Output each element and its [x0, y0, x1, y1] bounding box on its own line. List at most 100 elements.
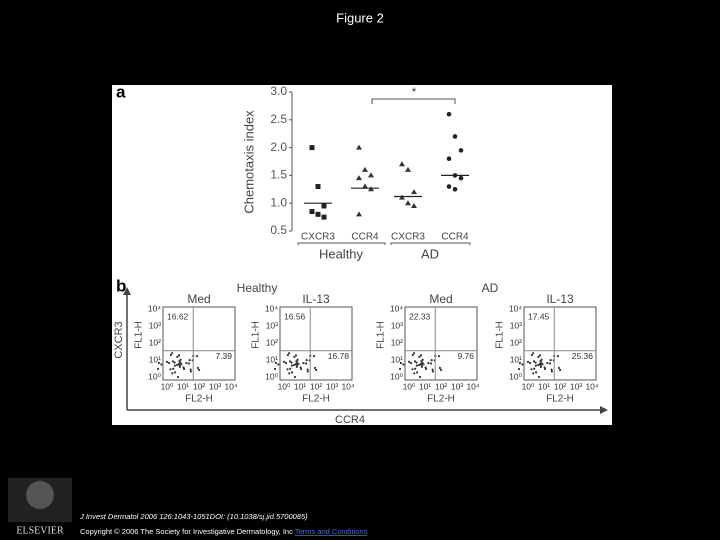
- plot-title: IL-13: [546, 292, 574, 306]
- axis-label: FL2-H: [185, 394, 213, 405]
- y-tick-label: 10²: [391, 337, 403, 347]
- cell-dot: [306, 368, 309, 371]
- cell-dot: [198, 368, 201, 372]
- cell-dot: [407, 360, 411, 363]
- cell-dot: [288, 372, 291, 375]
- axis-label: FL2-H: [546, 394, 574, 405]
- cell-dot: [288, 352, 291, 355]
- x-tick-label: 10⁴: [341, 381, 354, 391]
- data-point: [405, 166, 411, 172]
- x-tick-label: 10³: [326, 381, 338, 391]
- cell-dot: [421, 358, 424, 361]
- data-point: [399, 161, 405, 167]
- cell-dot: [440, 368, 443, 372]
- copyright: Copyright © 2006 The Society for Investi…: [80, 527, 368, 536]
- terms-link[interactable]: Terms and Conditions: [295, 527, 368, 536]
- cell-dot: [171, 360, 175, 363]
- data-point: [446, 111, 452, 117]
- cell-dot: [171, 352, 174, 355]
- cell-dot: [398, 367, 402, 371]
- data-point: [315, 184, 321, 190]
- cell-dot: [414, 367, 417, 370]
- cell-dot: [534, 364, 537, 367]
- data-point: [458, 175, 464, 181]
- y-tick-label: 1.0: [270, 195, 287, 209]
- axis-label: CCR4: [335, 414, 365, 426]
- arrow-head: [600, 406, 608, 414]
- cell-dot: [550, 368, 553, 371]
- cell-dot: [526, 360, 530, 363]
- data-point: [309, 209, 315, 215]
- cell-dot: [411, 368, 414, 371]
- cell-dot: [418, 355, 421, 358]
- cell-dot: [415, 371, 419, 374]
- y-tick-label: 10⁴: [509, 303, 522, 313]
- cell-dot: [420, 365, 423, 368]
- cell-dot: [286, 368, 289, 371]
- axis-label: FL2-H: [302, 394, 330, 405]
- y-tick-label: 3.0: [270, 84, 287, 98]
- x-tick-label: CXCR3: [391, 232, 425, 243]
- cell-dot: [438, 366, 442, 370]
- y-tick-label: 10¹: [266, 354, 278, 364]
- data-point: [315, 211, 321, 217]
- data-point: [368, 186, 374, 192]
- y-tick-label: 10⁰: [148, 371, 161, 381]
- cell-dot: [540, 361, 543, 364]
- x-tick-label: 10³: [451, 381, 463, 391]
- cell-dot: [176, 375, 180, 379]
- y-tick-label: 10⁰: [390, 371, 403, 381]
- x-tick-label: CXCR3: [301, 232, 335, 243]
- cell-dot: [169, 353, 172, 357]
- data-point: [399, 194, 405, 200]
- cell-dot: [156, 367, 160, 371]
- cell-dot: [399, 361, 403, 365]
- cell-dot: [296, 358, 299, 361]
- cell-dot: [160, 363, 163, 366]
- cell-dot: [424, 367, 428, 371]
- cell-dot: [543, 367, 547, 371]
- cell-dot: [274, 361, 278, 365]
- cell-dot: [177, 354, 181, 357]
- cell-dot: [286, 353, 289, 357]
- cell-dot: [539, 365, 542, 368]
- logo-tree: [26, 481, 54, 509]
- cell-dot: [179, 358, 182, 361]
- data-point: [452, 134, 458, 139]
- cell-dot: [176, 355, 179, 358]
- cell-dot: [273, 367, 277, 371]
- cell-dot: [315, 368, 318, 372]
- cell-dot: [173, 371, 177, 374]
- x-tick-label: 10¹: [177, 381, 189, 391]
- data-point: [321, 203, 327, 209]
- quadrant-value: 9.76: [457, 351, 474, 361]
- cell-dot: [289, 367, 292, 370]
- data-point: [356, 144, 362, 150]
- cell-dot: [418, 363, 421, 367]
- cell-dot: [173, 361, 176, 364]
- cell-dot: [532, 372, 535, 375]
- axis-label: CXCR3: [113, 321, 125, 358]
- cell-dot: [528, 361, 532, 365]
- y-tick-label: 10³: [266, 320, 278, 330]
- cell-dot: [546, 361, 549, 365]
- cell-dot: [312, 355, 316, 358]
- cell-dot: [188, 359, 191, 362]
- axis-label: FL1-H: [134, 321, 145, 349]
- cell-dot: [187, 362, 191, 365]
- cell-dot: [415, 364, 418, 367]
- data-point: [309, 145, 315, 151]
- cell-dot: [288, 360, 292, 363]
- cell-dot: [537, 355, 540, 358]
- panel-label: a: [116, 82, 126, 101]
- x-tick-label: 10⁰: [522, 381, 535, 391]
- cell-dot: [413, 360, 417, 363]
- arrow-head: [123, 287, 131, 295]
- cell-dot: [537, 375, 541, 379]
- cell-dot: [431, 368, 434, 371]
- axis-label: FL1-H: [376, 321, 387, 349]
- cell-dot: [550, 370, 554, 373]
- quadrant-value: 16.78: [328, 351, 350, 361]
- group-label: Healthy: [237, 281, 278, 295]
- cell-dot: [305, 359, 308, 362]
